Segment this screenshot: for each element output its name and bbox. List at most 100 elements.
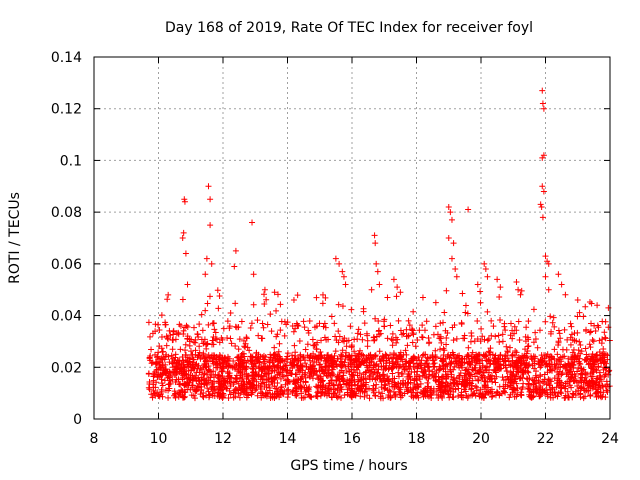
data-point (596, 369, 603, 376)
data-point (322, 358, 329, 365)
data-point (294, 292, 301, 299)
data-point (182, 352, 189, 359)
data-point (467, 338, 474, 345)
data-point (318, 355, 325, 362)
data-point (373, 366, 380, 373)
data-point (547, 330, 554, 337)
data-point (330, 382, 337, 389)
data-point (440, 319, 447, 326)
data-point (530, 306, 537, 313)
data-point (574, 313, 581, 320)
data-point (244, 357, 251, 364)
data-point (332, 333, 339, 340)
data-point (343, 343, 350, 350)
data-point (305, 365, 312, 372)
data-point (576, 309, 583, 316)
data-point (461, 355, 468, 362)
data-point (252, 368, 259, 375)
data-point (407, 363, 414, 370)
data-point (482, 353, 489, 360)
data-point (227, 391, 234, 398)
data-point (232, 300, 239, 307)
data-point (175, 329, 182, 336)
data-point (413, 373, 420, 380)
data-point (185, 382, 192, 389)
data-point (227, 382, 234, 389)
data-point (341, 392, 348, 399)
data-point (515, 354, 522, 361)
data-point (432, 353, 439, 360)
data-point (569, 349, 576, 356)
data-point (555, 390, 562, 397)
data-point (511, 330, 518, 337)
data-point (520, 380, 527, 387)
data-point (268, 328, 275, 335)
data-point (150, 390, 157, 397)
data-point (166, 381, 173, 388)
data-point (569, 390, 576, 397)
data-point (274, 362, 281, 369)
data-point (405, 332, 412, 339)
data-point (179, 374, 186, 381)
data-point (292, 356, 299, 363)
data-point (524, 334, 531, 341)
data-point (543, 360, 550, 367)
data-point (424, 354, 431, 361)
data-point (389, 330, 396, 337)
data-point (482, 364, 489, 371)
data-point (389, 342, 396, 349)
data-point (353, 358, 360, 365)
data-point (211, 326, 218, 333)
data-point (423, 318, 430, 325)
data-point (302, 388, 309, 395)
data-point (213, 336, 220, 343)
data-point (390, 350, 397, 357)
data-point (363, 368, 370, 375)
data-point (530, 339, 537, 346)
data-point (380, 371, 387, 378)
data-point (311, 365, 318, 372)
data-point (219, 336, 226, 343)
data-point (440, 351, 447, 358)
data-point (179, 354, 186, 361)
data-point (352, 352, 359, 359)
data-point (235, 360, 242, 367)
data-point (384, 294, 391, 301)
data-point (502, 327, 509, 334)
data-point (587, 370, 594, 377)
data-point (581, 356, 588, 363)
data-point (595, 382, 602, 389)
data-point (380, 357, 387, 364)
data-point (476, 367, 483, 374)
data-point (459, 290, 466, 297)
data-point (248, 360, 255, 367)
data-points (145, 87, 613, 402)
data-point (289, 388, 296, 395)
data-point (577, 374, 584, 381)
data-point (164, 335, 171, 342)
data-point (195, 333, 202, 340)
data-point (485, 348, 492, 355)
data-point (216, 354, 223, 361)
data-point (497, 284, 504, 291)
data-point (568, 331, 575, 338)
data-point (586, 298, 593, 305)
data-point (495, 332, 502, 339)
data-point (590, 382, 597, 389)
data-point (548, 353, 555, 360)
data-point (442, 383, 449, 390)
data-point (462, 302, 469, 309)
data-point (147, 352, 154, 359)
data-point (220, 325, 227, 332)
data-point (221, 358, 228, 365)
data-point (190, 392, 197, 399)
data-point (419, 334, 426, 341)
data-point (542, 253, 549, 260)
data-point (355, 386, 362, 393)
data-point (247, 324, 254, 331)
data-point (379, 390, 386, 397)
data-point (235, 390, 242, 397)
data-point (540, 152, 547, 159)
data-point (228, 340, 235, 347)
data-point (488, 386, 495, 393)
